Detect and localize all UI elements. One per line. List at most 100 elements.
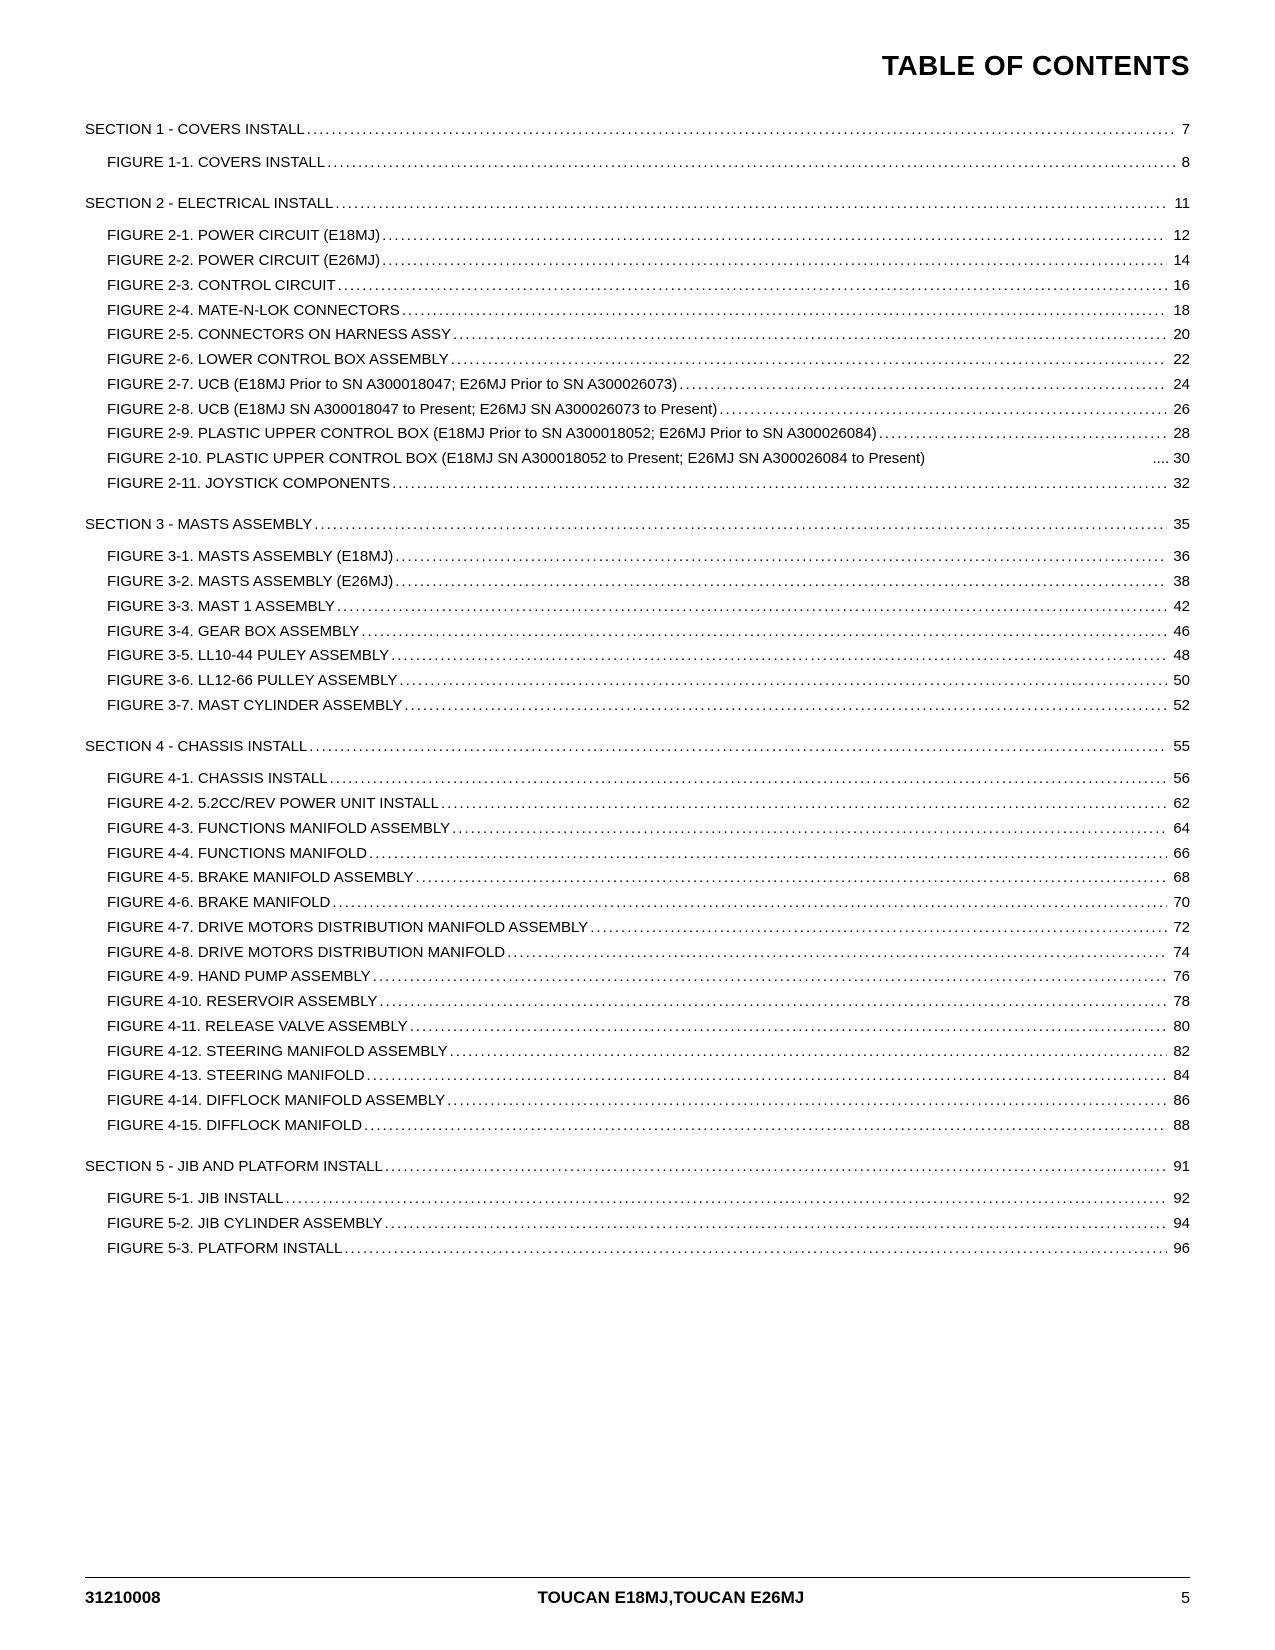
toc-figure-row: FIGURE 4-3. FUNCTIONS MANIFOLD ASSEMBLY …	[85, 817, 1190, 842]
toc-entry-label: FIGURE 2-8. UCB (E18MJ SN A300018047 to …	[107, 398, 717, 423]
toc-entry-page: 84	[1169, 1064, 1190, 1089]
toc-entry-label: FIGURE 4-3. FUNCTIONS MANIFOLD ASSEMBLY	[107, 817, 450, 842]
toc-section-row: SECTION 1 - COVERS INSTALL 7	[85, 118, 1190, 143]
toc-leader-dots	[453, 323, 1167, 348]
toc-entry-page: 8	[1178, 151, 1190, 176]
toc-leader-dots	[369, 842, 1167, 867]
toc-figure-row: FIGURE 2-3. CONTROL CIRCUIT 16	[85, 274, 1190, 299]
toc-entry-label: FIGURE 4-14. DIFFLOCK MANIFOLD ASSEMBLY	[107, 1089, 445, 1114]
toc-figure-row: FIGURE 2-6. LOWER CONTROL BOX ASSEMBLY 2…	[85, 348, 1190, 373]
toc-entry-label: FIGURE 4-7. DRIVE MOTORS DISTRIBUTION MA…	[107, 916, 588, 941]
toc-figure-row: FIGURE 3-3. MAST 1 ASSEMBLY 42	[85, 595, 1190, 620]
toc-figure-row: FIGURE 4-15. DIFFLOCK MANIFOLD 88	[85, 1114, 1190, 1139]
toc-entry-page: 14	[1169, 249, 1190, 274]
footer-model: TOUCAN E18MJ,TOUCAN E26MJ	[161, 1588, 1181, 1608]
toc-entry-label: FIGURE 3-5. LL10-44 PULEY ASSEMBLY	[107, 644, 389, 669]
toc-entry-label: FIGURE 2-7. UCB (E18MJ Prior to SN A3000…	[107, 373, 677, 398]
toc-entry-page: .... 30	[1148, 447, 1190, 472]
toc-leader-dots	[332, 891, 1167, 916]
toc-leader-dots	[452, 817, 1167, 842]
toc-entry-page: 92	[1169, 1187, 1190, 1212]
toc-entry-page: 11	[1170, 192, 1190, 217]
toc-entry-label: FIGURE 4-15. DIFFLOCK MANIFOLD	[107, 1114, 362, 1139]
toc-entry-page: 82	[1169, 1040, 1190, 1065]
toc-figure-row: FIGURE 5-2. JIB CYLINDER ASSEMBLY 94	[85, 1212, 1190, 1237]
toc-figure-row: FIGURE 3-1. MASTS ASSEMBLY (E18MJ) 36	[85, 545, 1190, 570]
toc-entry-label: FIGURE 4-11. RELEASE VALVE ASSEMBLY	[107, 1015, 408, 1040]
toc-entry-label: FIGURE 4-9. HAND PUMP ASSEMBLY	[107, 965, 371, 990]
toc-entry-page: 24	[1169, 373, 1190, 398]
toc-figure-row: FIGURE 2-8. UCB (E18MJ SN A300018047 to …	[85, 398, 1190, 423]
toc-leader-dots	[344, 1237, 1167, 1262]
toc-leader-dots	[441, 792, 1167, 817]
toc-leader-dots	[364, 1114, 1167, 1139]
toc-entry-label: FIGURE 4-2. 5.2CC/REV POWER UNIT INSTALL	[107, 792, 439, 817]
toc-leader-dots	[382, 249, 1167, 274]
toc-entry-page: 74	[1169, 941, 1190, 966]
toc-figure-row: FIGURE 4-14. DIFFLOCK MANIFOLD ASSEMBLY …	[85, 1089, 1190, 1114]
toc-entry-page: 76	[1169, 965, 1190, 990]
toc-leader-dots	[447, 1089, 1167, 1114]
toc-entry-label: FIGURE 4-10. RESERVOIR ASSEMBLY	[107, 990, 377, 1015]
toc-entry-page: 36	[1169, 545, 1190, 570]
toc-entry-label: FIGURE 2-10. PLASTIC UPPER CONTROL BOX (…	[107, 447, 925, 472]
toc-entry-page: 26	[1169, 398, 1190, 423]
toc-entry-page: 78	[1169, 990, 1190, 1015]
toc-leader-dots	[404, 694, 1167, 719]
toc-entry-page: 32	[1169, 472, 1190, 497]
toc-entry-label: SECTION 4 - CHASSIS INSTALL	[85, 735, 307, 760]
toc-figure-row: FIGURE 2-7. UCB (E18MJ Prior to SN A3000…	[85, 373, 1190, 398]
toc-entry-page: 86	[1169, 1089, 1190, 1114]
toc-entry-page: 88	[1169, 1114, 1190, 1139]
toc-leader-dots	[391, 644, 1167, 669]
toc-figure-row: FIGURE 2-2. POWER CIRCUIT (E26MJ) 14	[85, 249, 1190, 274]
toc-leader-dots	[335, 192, 1168, 217]
toc-leader-dots	[395, 570, 1167, 595]
toc-entry-page: 35	[1169, 513, 1190, 538]
footer-page-number: 5	[1181, 1590, 1190, 1608]
toc-entry-page: 72	[1169, 916, 1190, 941]
toc-entry-label: FIGURE 2-3. CONTROL CIRCUIT	[107, 274, 336, 299]
toc-entry-page: 66	[1169, 842, 1190, 867]
toc-entry-page: 28	[1169, 422, 1190, 447]
toc-leader-dots	[327, 151, 1176, 176]
toc-entry-page: 7	[1178, 118, 1190, 143]
toc-entry-page: 91	[1169, 1155, 1190, 1180]
toc-entry-page: 42	[1169, 595, 1190, 620]
toc-section-row: SECTION 3 - MASTS ASSEMBLY 35	[85, 513, 1190, 538]
toc-leader-dots	[719, 398, 1167, 423]
toc-entry-label: FIGURE 2-5. CONNECTORS ON HARNESS ASSY	[107, 323, 451, 348]
toc-entry-label: FIGURE 4-13. STEERING MANIFOLD	[107, 1064, 365, 1089]
toc-entry-label: FIGURE 4-1. CHASSIS INSTALL	[107, 767, 328, 792]
toc-figure-row: FIGURE 4-11. RELEASE VALVE ASSEMBLY 80	[85, 1015, 1190, 1040]
toc-figure-row: FIGURE 2-10. PLASTIC UPPER CONTROL BOX (…	[85, 447, 1190, 472]
toc-entry-label: SECTION 5 - JIB AND PLATFORM INSTALL	[85, 1155, 383, 1180]
toc-leader-dots	[451, 348, 1168, 373]
toc-entry-page: 96	[1169, 1237, 1190, 1262]
toc-entry-page: 55	[1169, 735, 1190, 760]
toc-leader-dots	[590, 916, 1167, 941]
toc-entry-page: 46	[1169, 620, 1190, 645]
toc-leader-dots	[330, 767, 1168, 792]
toc-entry-label: FIGURE 3-1. MASTS ASSEMBLY (E18MJ)	[107, 545, 393, 570]
toc-entry-page: 52	[1169, 694, 1190, 719]
toc-entry-label: FIGURE 4-6. BRAKE MANIFOLD	[107, 891, 330, 916]
toc-leader-dots	[395, 545, 1167, 570]
toc-figure-row: FIGURE 4-1. CHASSIS INSTALL 56	[85, 767, 1190, 792]
toc-figure-row: FIGURE 3-7. MAST CYLINDER ASSEMBLY 52	[85, 694, 1190, 719]
toc-figure-row: FIGURE 3-2. MASTS ASSEMBLY (E26MJ) 38	[85, 570, 1190, 595]
footer-doc-number: 31210008	[85, 1588, 161, 1608]
toc-leader-dots	[307, 118, 1176, 143]
toc-entry-label: SECTION 2 - ELECTRICAL INSTALL	[85, 192, 333, 217]
toc-leader-dots	[385, 1155, 1167, 1180]
toc-figure-row: FIGURE 4-8. DRIVE MOTORS DISTRIBUTION MA…	[85, 941, 1190, 966]
toc-entry-label: FIGURE 2-11. JOYSTICK COMPONENTS	[107, 472, 390, 497]
toc-entry-label: FIGURE 3-6. LL12-66 PULLEY ASSEMBLY	[107, 669, 397, 694]
toc-entry-page: 80	[1169, 1015, 1190, 1040]
toc-figure-row: FIGURE 3-6. LL12-66 PULLEY ASSEMBLY 50	[85, 669, 1190, 694]
toc-figure-row: FIGURE 2-5. CONNECTORS ON HARNESS ASSY 2…	[85, 323, 1190, 348]
toc-entry-label: FIGURE 3-7. MAST CYLINDER ASSEMBLY	[107, 694, 402, 719]
toc-entry-label: FIGURE 5-1. JIB INSTALL	[107, 1187, 283, 1212]
toc-entry-page: 16	[1169, 274, 1190, 299]
toc-leader-dots	[373, 965, 1168, 990]
